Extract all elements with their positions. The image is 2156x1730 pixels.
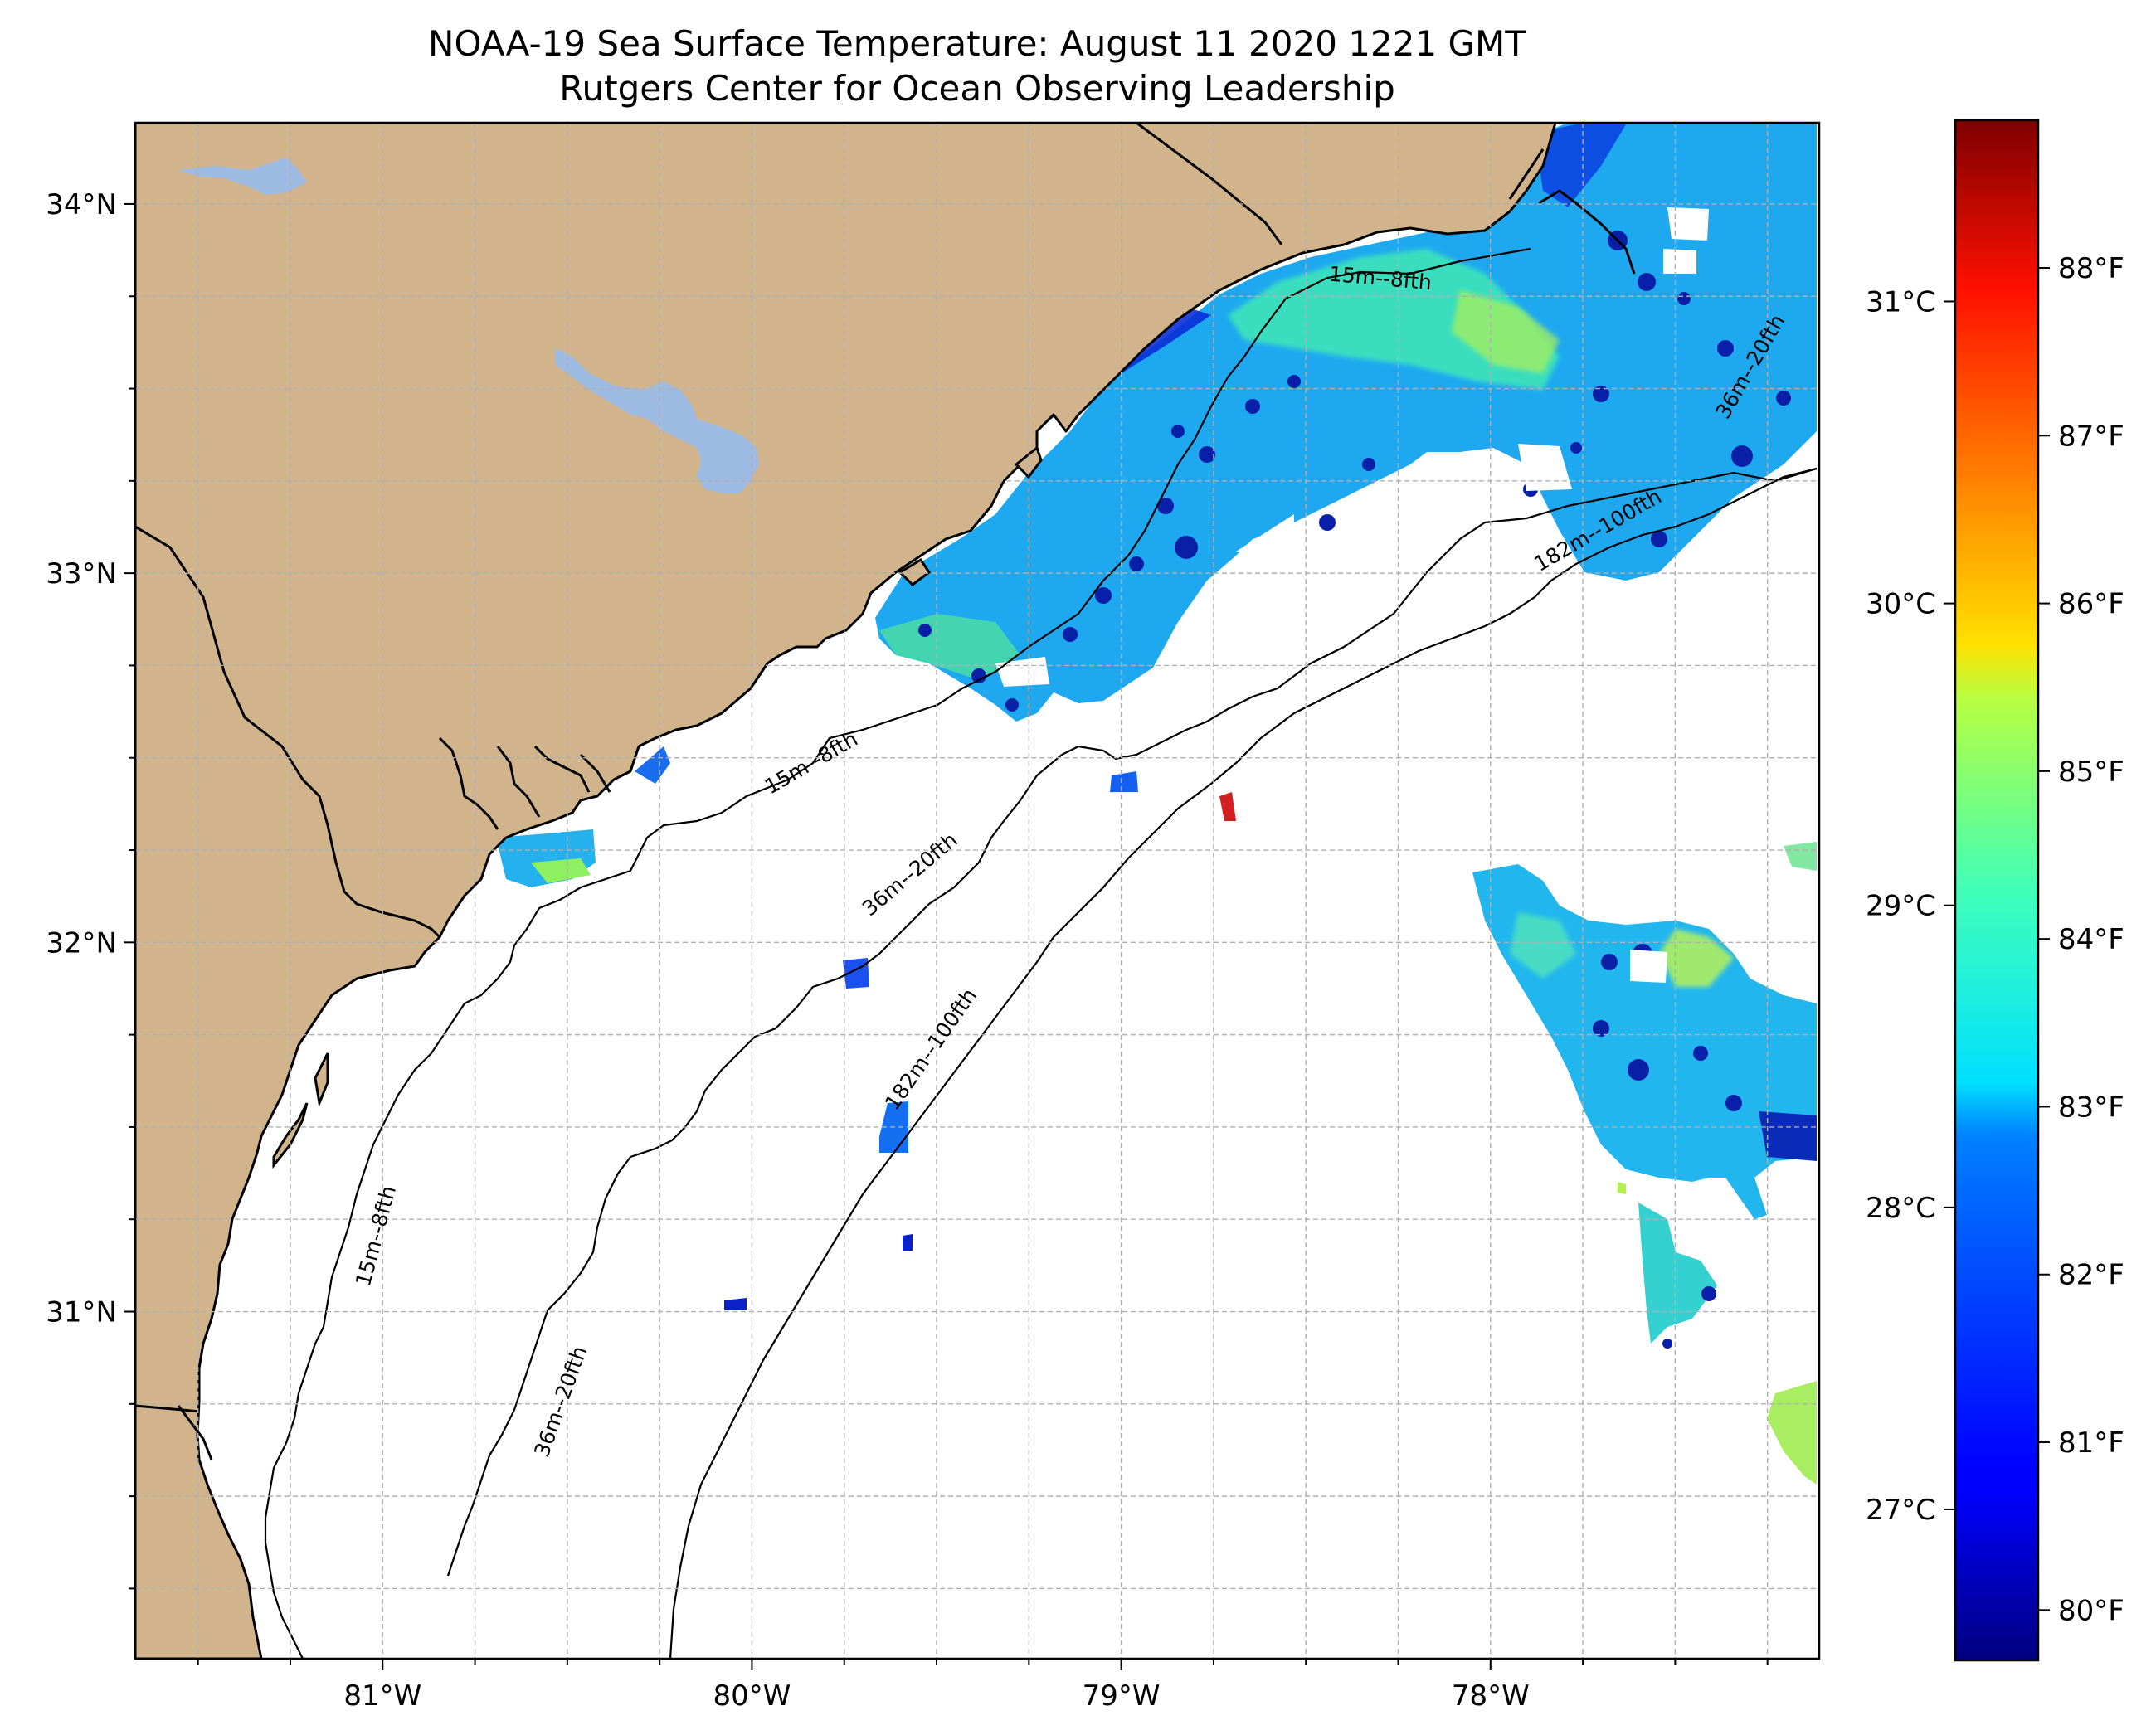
fahrenheit-tick-label: 83°F xyxy=(2058,1091,2124,1124)
state-borders xyxy=(135,123,1283,1413)
fahrenheit-tick-label: 82°F xyxy=(2058,1259,2124,1292)
fahrenheit-tick-label: 80°F xyxy=(2058,1594,2124,1627)
marsh-coastline xyxy=(177,148,1636,1460)
lat-tick-label: 33°N xyxy=(46,557,117,590)
sst-no-data-gaps xyxy=(995,207,1709,983)
sst-warm-core xyxy=(1228,249,1560,390)
isobath-182m xyxy=(669,467,1818,1659)
isobath-36m xyxy=(446,467,1818,1577)
celsius-tick-label: 29°C xyxy=(1866,890,1935,923)
lat-tick-label: 32°N xyxy=(46,926,117,960)
map-title: NOAA-19 Sea Surface Temperature: August … xyxy=(428,23,1526,64)
sst-cold-northeast xyxy=(1535,124,1626,207)
isobath-15m xyxy=(264,247,1531,1659)
celsius-tick-label: 27°C xyxy=(1866,1494,1935,1527)
lake-moultrie xyxy=(178,158,307,195)
lon-tick-label: 78°W xyxy=(1452,1679,1530,1713)
land-mainland xyxy=(135,123,1557,1659)
lon-tick-label: 81°W xyxy=(343,1679,421,1713)
coastal-islands xyxy=(272,445,1043,1169)
fahrenheit-tick-label: 87°F xyxy=(2058,420,2124,453)
sst-warm-spot xyxy=(1452,290,1560,373)
celsius-tick-label: 31°C xyxy=(1866,285,1935,318)
sst-patch-small-south xyxy=(1638,1203,1717,1344)
celsius-tick-label: 30°C xyxy=(1866,588,1935,621)
map-frame xyxy=(134,121,1821,1660)
celsius-tick-label: 28°C xyxy=(1866,1192,1935,1225)
lon-tick-label: 79°W xyxy=(1083,1679,1161,1713)
lon-tick-label: 80°W xyxy=(713,1679,791,1713)
fahrenheit-tick-label: 85°F xyxy=(2058,756,2124,789)
isobath-contours xyxy=(264,247,1818,1659)
map-axis-ticks: 81°W 80°W 79°W 78°W 34°N 33°N 32°N 31°N xyxy=(46,188,1769,1713)
lakes xyxy=(178,158,759,493)
lat-tick-label: 34°N xyxy=(46,188,117,221)
sst-patch-sc-coast xyxy=(879,614,1020,680)
colorbar-gradient xyxy=(1954,119,2040,1662)
map-subtitle: Rutgers Center for Ocean Observing Leade… xyxy=(559,68,1395,109)
graticule xyxy=(135,123,1819,1659)
fahrenheit-tick-label: 81°F xyxy=(2058,1426,2124,1460)
fahrenheit-tick-label: 88°F xyxy=(2058,252,2124,285)
lat-tick-label: 31°N xyxy=(46,1296,117,1329)
fahrenheit-tick-label: 86°F xyxy=(2058,588,2124,621)
lake-marion xyxy=(556,348,759,493)
colorbar-ticks: 31°C 30°C 29°C 28°C 27°C 88°F 87°F 86°F 85°F 84°F… xyxy=(1866,252,2124,1627)
fahrenheit-tick-label: 84°F xyxy=(2058,923,2124,956)
